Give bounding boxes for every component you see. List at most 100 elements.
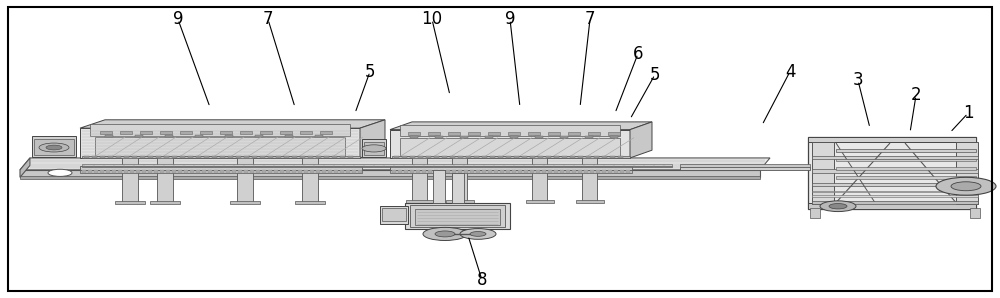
Bar xyxy=(404,170,408,173)
Bar xyxy=(442,156,447,158)
Bar xyxy=(402,156,407,158)
Bar xyxy=(412,157,427,201)
Text: 7: 7 xyxy=(263,10,273,28)
Bar xyxy=(165,135,173,137)
Bar xyxy=(148,170,152,173)
Bar xyxy=(100,170,104,173)
Bar xyxy=(200,131,212,134)
Circle shape xyxy=(829,204,847,209)
Text: 1: 1 xyxy=(963,104,973,122)
Bar xyxy=(482,170,486,173)
Bar xyxy=(546,156,551,158)
Bar xyxy=(554,170,558,173)
Bar xyxy=(120,131,132,134)
Bar xyxy=(80,170,362,173)
Bar xyxy=(316,170,320,173)
Bar xyxy=(532,157,547,201)
Bar xyxy=(220,131,232,134)
Bar xyxy=(285,135,293,137)
Bar xyxy=(535,136,543,138)
Bar xyxy=(220,170,224,173)
Bar xyxy=(324,156,329,158)
Bar xyxy=(548,132,560,135)
Bar xyxy=(602,156,607,158)
Bar xyxy=(100,156,105,158)
Circle shape xyxy=(48,169,72,176)
Bar xyxy=(92,156,97,158)
Bar xyxy=(382,208,406,221)
Bar xyxy=(352,170,356,173)
Bar xyxy=(100,131,112,134)
Bar xyxy=(320,131,332,134)
Bar xyxy=(594,156,599,158)
Bar xyxy=(190,170,194,173)
Bar xyxy=(82,156,360,158)
Bar xyxy=(204,156,209,158)
Polygon shape xyxy=(20,176,760,179)
Text: 6: 6 xyxy=(633,45,643,63)
Bar xyxy=(512,170,516,173)
Bar xyxy=(498,156,503,158)
Circle shape xyxy=(423,227,467,240)
Bar xyxy=(506,156,511,158)
Bar xyxy=(116,156,121,158)
Bar xyxy=(274,170,278,173)
Polygon shape xyxy=(20,158,770,170)
Polygon shape xyxy=(20,158,30,177)
Bar xyxy=(300,131,312,134)
Bar xyxy=(836,176,976,179)
Bar xyxy=(255,135,263,137)
Bar xyxy=(140,131,152,134)
Bar xyxy=(415,209,500,225)
Bar xyxy=(94,170,98,173)
Bar xyxy=(602,170,606,173)
Bar xyxy=(836,149,976,152)
Bar xyxy=(422,170,426,173)
Bar xyxy=(124,156,129,158)
Bar xyxy=(180,131,192,134)
Bar xyxy=(485,136,493,138)
Bar xyxy=(302,157,318,203)
Bar xyxy=(808,137,976,142)
Bar xyxy=(405,203,510,229)
Bar xyxy=(812,142,834,204)
Bar xyxy=(268,156,273,158)
Circle shape xyxy=(39,143,69,152)
Bar xyxy=(346,170,350,173)
Circle shape xyxy=(435,231,455,237)
Bar xyxy=(142,170,146,173)
Bar xyxy=(446,200,474,203)
Bar xyxy=(214,170,218,173)
Bar xyxy=(538,156,543,158)
Bar xyxy=(90,124,350,136)
Bar xyxy=(518,170,522,173)
Bar xyxy=(286,170,290,173)
Polygon shape xyxy=(20,170,760,177)
Bar xyxy=(410,205,505,227)
Bar xyxy=(458,156,463,158)
Bar xyxy=(316,156,321,158)
Bar xyxy=(488,132,500,135)
Bar xyxy=(332,156,337,158)
Bar xyxy=(280,131,292,134)
Bar xyxy=(410,136,418,138)
Bar xyxy=(610,136,618,138)
Bar xyxy=(32,136,76,157)
Bar xyxy=(196,170,200,173)
Bar xyxy=(240,131,252,134)
Bar xyxy=(180,156,185,158)
Bar xyxy=(566,170,570,173)
Bar xyxy=(124,170,128,173)
Bar xyxy=(970,208,980,218)
Bar xyxy=(810,208,820,218)
Bar xyxy=(135,135,143,137)
Bar xyxy=(392,170,396,173)
Bar xyxy=(108,156,113,158)
Bar xyxy=(392,156,630,158)
Bar xyxy=(585,136,593,138)
Bar xyxy=(390,170,632,173)
Polygon shape xyxy=(390,122,652,130)
Bar xyxy=(202,170,206,173)
Bar xyxy=(295,201,325,204)
Bar xyxy=(340,156,345,158)
